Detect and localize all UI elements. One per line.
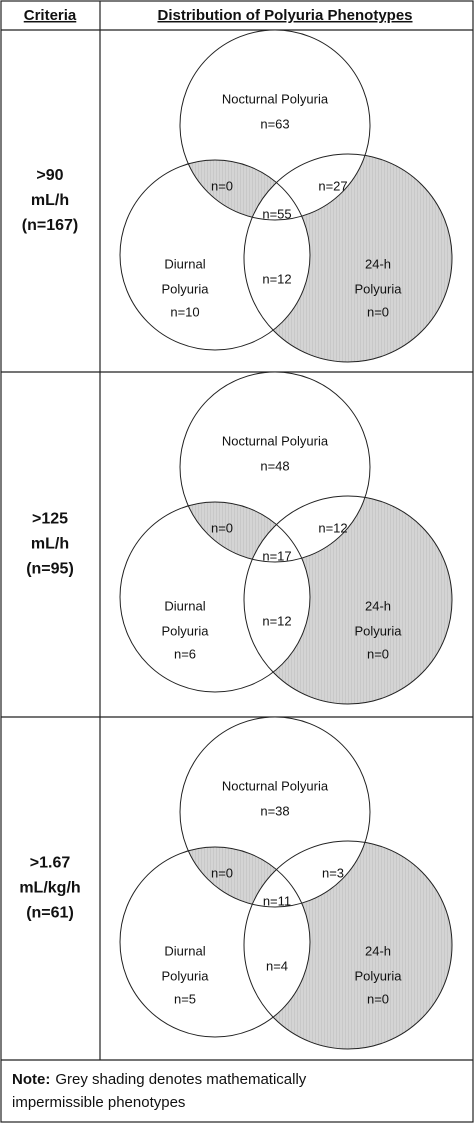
note-line: impermissible phenotypes [12, 1094, 185, 1111]
diurnal-label: Diurnal [164, 256, 205, 271]
criteria-line: mL/kg/h [19, 880, 80, 897]
criteria-line: >90 [36, 167, 63, 184]
criteria-line: (n=95) [26, 561, 74, 578]
diurnal-count: n=5 [174, 991, 196, 1006]
criteria-line: (n=61) [26, 905, 74, 922]
h24-label: Polyuria [355, 968, 403, 983]
diurnal-label: Diurnal [164, 598, 205, 613]
shaded-region [180, 502, 310, 562]
h24-count: n=0 [367, 646, 389, 661]
nocturnal-label: Nocturnal Polyuria [222, 91, 329, 106]
venn-circle [179, 716, 371, 908]
diurnal-label: Polyuria [162, 968, 210, 983]
criteria-line: mL/h [31, 192, 69, 209]
h24-label: 24-h [365, 598, 391, 613]
diurnal-label: Diurnal [164, 943, 205, 958]
venn-circle [119, 501, 311, 693]
all-three-count: n=55 [262, 206, 291, 221]
venn-diagram [119, 371, 453, 705]
criteria-line: >1.67 [30, 855, 71, 872]
nocturnal-count: n=63 [260, 116, 289, 131]
venn-circle [119, 159, 311, 351]
h24-label: 24-h [365, 256, 391, 271]
venn-diagram [119, 29, 453, 363]
diurnal-count: n=10 [170, 304, 199, 319]
note-text: Note: Grey shading denotes mathematically [12, 1071, 307, 1088]
nocturnal-label: Nocturnal Polyuria [222, 778, 329, 793]
header-criteria: Criteria [24, 7, 77, 24]
nocturnal-diurnal-count: n=0 [211, 520, 233, 535]
nocturnal-24h-count: n=12 [318, 520, 347, 535]
diurnal-label: Polyuria [162, 623, 210, 638]
venn-circle [179, 371, 371, 563]
h24-label: Polyuria [355, 623, 403, 638]
venn-circle [179, 29, 371, 221]
h24-count: n=0 [367, 304, 389, 319]
shaded-region [180, 160, 310, 220]
note-label: Note: [12, 1071, 50, 1088]
diurnal-count: n=6 [174, 646, 196, 661]
nocturnal-count: n=38 [260, 803, 289, 818]
nocturnal-diurnal-count: n=0 [211, 865, 233, 880]
diurnal-24h-count: n=12 [262, 613, 291, 628]
diurnal-24h-count: n=4 [266, 958, 288, 973]
criteria-line: mL/h [31, 536, 69, 553]
nocturnal-label: Nocturnal Polyuria [222, 433, 329, 448]
nocturnal-24h-count: n=27 [318, 178, 347, 193]
all-three-count: n=11 [263, 893, 291, 908]
header-distribution: Distribution of Polyuria Phenotypes [157, 7, 412, 24]
h24-count: n=0 [367, 991, 389, 1006]
venn-circle [119, 846, 311, 1038]
venn-circle [243, 153, 453, 363]
diurnal-label: Polyuria [162, 281, 210, 296]
venn-circle [243, 495, 453, 705]
diurnal-24h-count: n=12 [262, 271, 291, 286]
nocturnal-count: n=48 [260, 458, 289, 473]
criteria-line: >125 [32, 511, 68, 528]
all-three-count: n=17 [262, 548, 291, 563]
venn-circle [243, 840, 453, 1050]
venn-diagram [119, 716, 453, 1050]
nocturnal-24h-count: n=3 [322, 865, 344, 880]
h24-label: 24-h [365, 943, 391, 958]
nocturnal-diurnal-count: n=0 [211, 178, 233, 193]
note-line: Grey shading denotes mathematically [55, 1071, 306, 1088]
h24-label: Polyuria [355, 281, 403, 296]
criteria-line: (n=167) [22, 217, 78, 234]
shaded-region [180, 847, 310, 907]
